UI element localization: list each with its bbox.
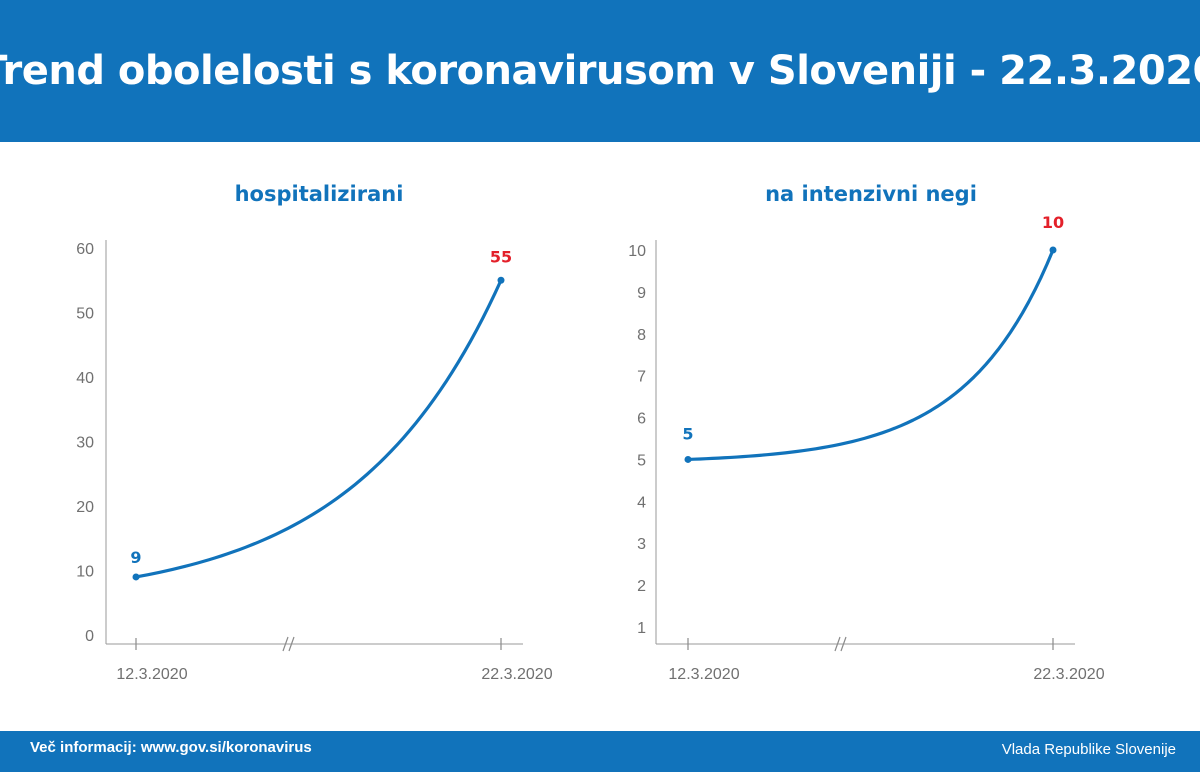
data-point	[1049, 246, 1057, 254]
data-label: 55	[490, 247, 512, 266]
chart-hospitalized: 0 10 20 30 40 50 60 12.3.2020 22.3.2020 9 55	[76, 240, 553, 683]
header-banner: Trend obolelosti s koronavirusom v Slove…	[0, 0, 1200, 142]
data-label: 10	[1042, 213, 1064, 232]
y-tick-label: 10	[628, 243, 646, 260]
y-tick-label: 3	[637, 536, 646, 553]
x-tick-label: 12.3.2020	[116, 666, 187, 683]
y-tick-label: 9	[637, 285, 646, 302]
y-tick-label: 7	[637, 369, 646, 386]
axis-break-mark	[288, 636, 295, 652]
series-line	[686, 248, 1055, 462]
y-tick-label: 50	[76, 306, 94, 323]
data-point	[684, 455, 692, 463]
axis-break-mark	[840, 636, 847, 652]
y-tick-label: 40	[76, 370, 94, 387]
y-tick-label: 6	[637, 411, 646, 428]
footer-bar: Več informacij: www.gov.si/koronavirus V…	[0, 731, 1200, 772]
data-point	[132, 573, 140, 581]
chart-title-intensive-care: na intenzivni negi	[765, 182, 977, 206]
page-title: Trend obolelosti s koronavirusom v Slove…	[0, 48, 1200, 94]
y-tick-label: 60	[76, 241, 94, 258]
footer-source: Vlada Republike Slovenije	[1001, 741, 1176, 758]
y-tick-label: 0	[85, 628, 94, 645]
axis-break-mark	[834, 636, 841, 652]
y-tick-label: 5	[637, 452, 646, 469]
y-tick-label: 4	[637, 494, 646, 511]
series-line	[134, 278, 503, 579]
chart-intensive-care: 1 2 3 4 5 6 7 8 9 10 12.3.2020 22.3.2020 5 10	[628, 213, 1104, 683]
axis-break-mark	[282, 636, 289, 652]
x-tick-label: 22.3.2020	[481, 666, 552, 683]
y-tick-label: 8	[637, 327, 646, 344]
x-tick-label: 22.3.2020	[1033, 666, 1104, 683]
data-label: 9	[130, 548, 141, 567]
footer-info-link[interactable]: Več informacij: www.gov.si/koronavirus	[30, 739, 312, 756]
x-tick-label: 12.3.2020	[668, 666, 739, 683]
y-tick-label: 10	[76, 564, 94, 581]
data-point	[497, 276, 505, 284]
y-tick-label: 1	[637, 620, 646, 637]
data-label: 5	[682, 424, 693, 443]
y-tick-label: 30	[76, 435, 94, 452]
y-tick-label: 2	[637, 578, 646, 595]
chart-title-hospitalized: hospitalizirani	[234, 182, 404, 206]
y-tick-label: 20	[76, 499, 94, 516]
